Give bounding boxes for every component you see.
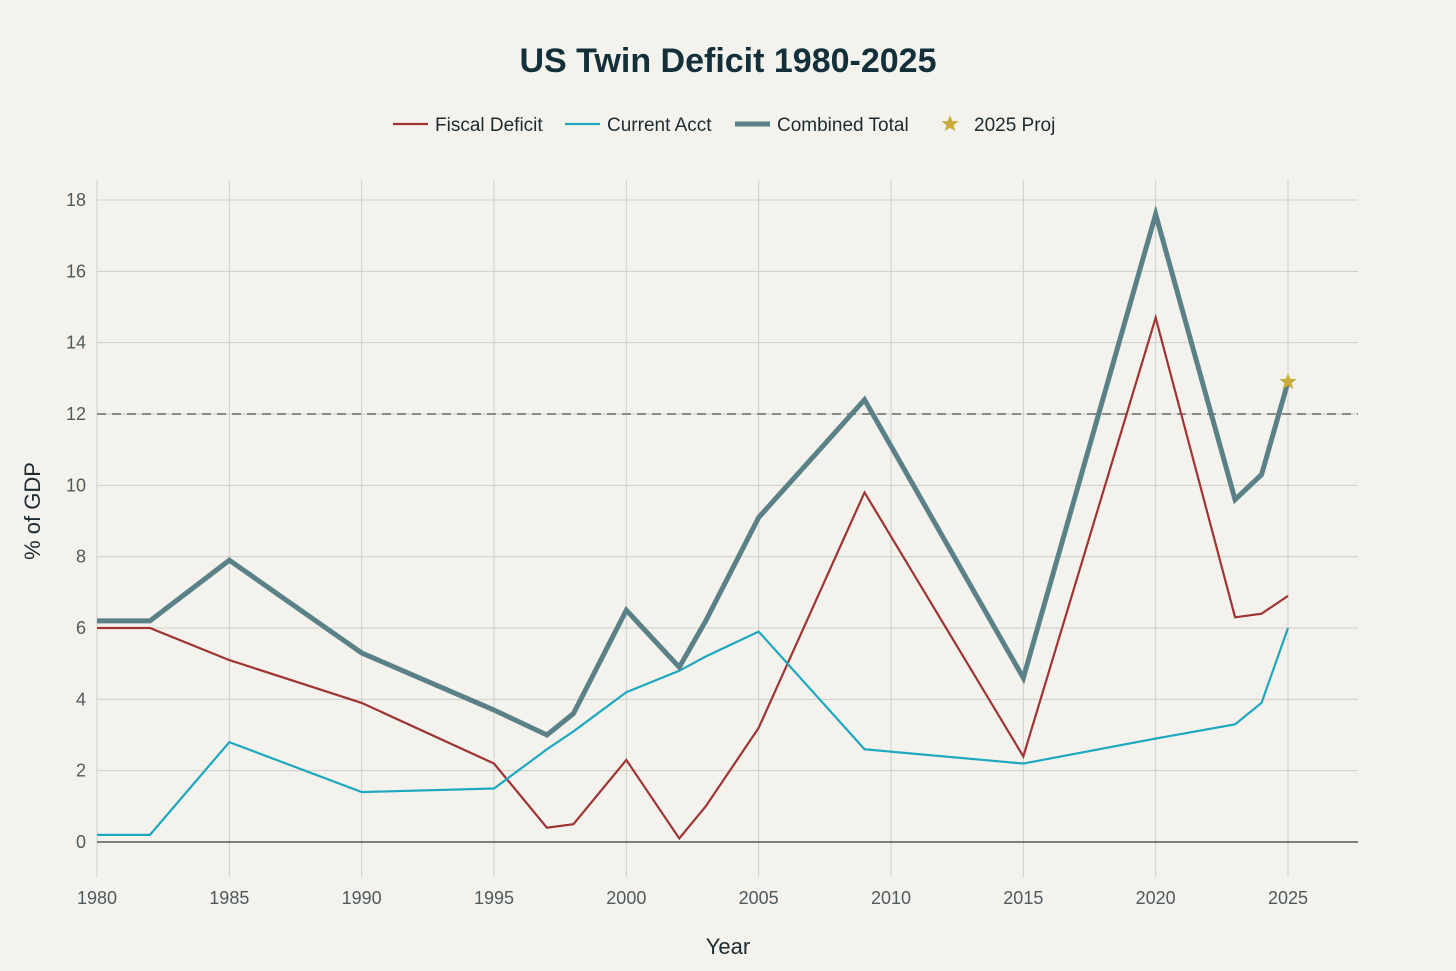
y-axis-label: % of GDP [20,462,45,560]
projection-star-marker [1279,372,1297,390]
y-tick-label-6: 6 [76,618,86,638]
x-tick-label-2005: 2005 [739,888,779,908]
legend-label-current-acct: Current Acct [607,115,712,136]
x-tick-label-2020: 2020 [1136,888,1176,908]
current-acct-line [97,627,1290,836]
legend-item-fiscal-deficit: Fiscal Deficit [393,115,543,136]
legend-item-current-acct: Current Acct [565,115,712,136]
y-tick-label-0: 0 [76,832,86,852]
x-tick-label-2015: 2015 [1003,888,1043,908]
x-tick-label-1985: 1985 [209,888,249,908]
legend-item-2025-proj: 2025 Proj [941,115,1055,136]
y-tick-label-12: 12 [66,404,86,424]
x-tick-label-1995: 1995 [474,888,514,908]
y-tick-label-16: 16 [66,261,86,281]
y-tick-label-2: 2 [76,761,86,781]
y-tick-label-10: 10 [66,475,86,495]
combined-total-line [97,205,1291,738]
x-tick-label-1980: 1980 [77,888,117,908]
x-tick-label-2000: 2000 [606,888,646,908]
legend: Fiscal Deficit Current Acct Combined Tot… [393,115,1055,136]
fiscal-deficit-line [97,313,1289,841]
y-tick-label-18: 18 [66,190,86,210]
y-tick-label-8: 8 [76,547,86,567]
x-tick-label-2010: 2010 [871,888,911,908]
legend-label-combined-total: Combined Total [777,115,909,136]
x-axis-label: Year [706,934,750,959]
plot-area: 0 2 4 6 8 10 12 14 16 18 1980 1985 1990 1995 2000 2005 2… [66,180,1358,908]
legend-label-fiscal-deficit: Fiscal Deficit [435,115,543,136]
legend-label-2025-proj: 2025 Proj [974,115,1055,136]
x-tick-label-1990: 1990 [342,888,382,908]
legend-item-combined-total: Combined Total [735,115,909,136]
chart-title: US Twin Deficit 1980-2025 [520,42,937,80]
legend-star-icon [941,115,959,132]
y-tick-label-14: 14 [66,333,86,353]
y-tick-label-4: 4 [76,689,86,709]
x-tick-label-2025: 2025 [1268,888,1308,908]
